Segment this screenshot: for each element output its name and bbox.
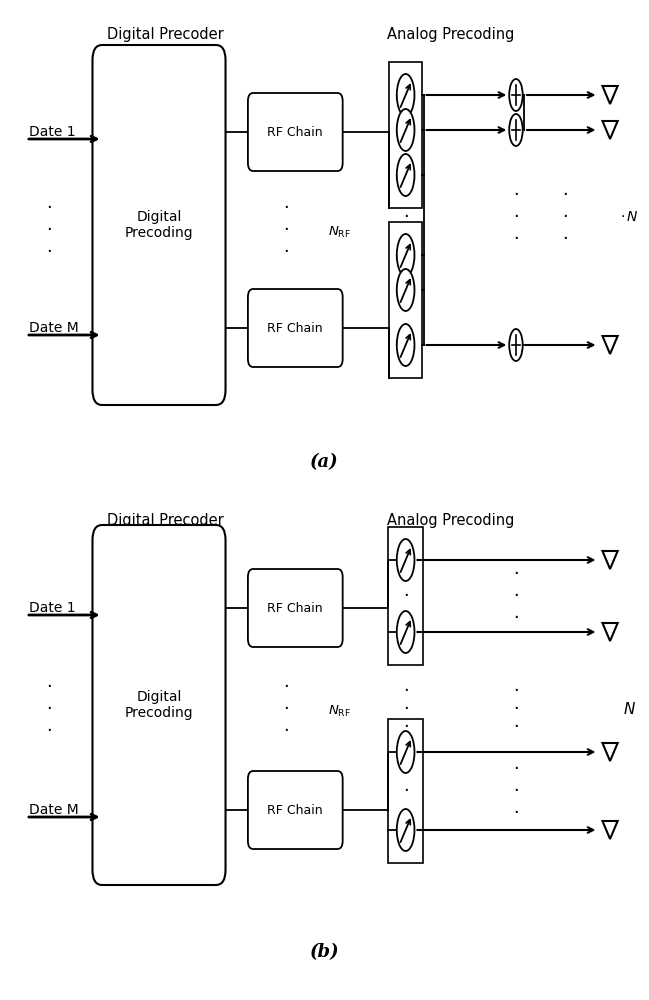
Bar: [388, 527, 423, 665]
Text: ·: ·: [513, 682, 519, 700]
Text: ·: ·: [283, 199, 288, 217]
Text: RF Chain: RF Chain: [267, 322, 323, 334]
Text: ·: ·: [283, 678, 288, 696]
Text: ·: ·: [513, 230, 519, 248]
Text: ·: ·: [46, 678, 51, 696]
Text: ·: ·: [403, 230, 408, 248]
Text: ·: ·: [403, 700, 408, 718]
Text: Digital Precoder: Digital Precoder: [107, 512, 224, 528]
Bar: [388, 719, 423, 863]
Ellipse shape: [509, 114, 522, 146]
Text: Digital
Precoding: Digital Precoding: [125, 210, 193, 240]
Text: RF Chain: RF Chain: [267, 804, 323, 816]
Text: ·: ·: [283, 700, 288, 718]
Text: RF Chain: RF Chain: [267, 601, 323, 614]
FancyBboxPatch shape: [93, 525, 226, 885]
Ellipse shape: [397, 731, 415, 773]
Text: ·: ·: [403, 760, 408, 778]
Text: (a): (a): [310, 453, 339, 471]
Text: $\cdot\, N$: $\cdot\, N$: [620, 210, 639, 224]
Text: ·: ·: [513, 565, 519, 583]
Ellipse shape: [397, 269, 415, 311]
Text: Digital Precoder: Digital Precoder: [107, 27, 224, 42]
FancyBboxPatch shape: [248, 93, 343, 171]
Text: ·: ·: [513, 782, 519, 800]
Text: $N$: $N$: [623, 701, 636, 717]
Text: ·: ·: [46, 199, 51, 217]
FancyBboxPatch shape: [93, 45, 226, 405]
Text: ·: ·: [403, 782, 408, 800]
Text: ·: ·: [283, 722, 288, 740]
Ellipse shape: [397, 539, 415, 581]
Text: ·: ·: [513, 208, 519, 226]
Text: ·: ·: [403, 804, 408, 822]
FancyBboxPatch shape: [248, 771, 343, 849]
Ellipse shape: [397, 154, 415, 196]
Ellipse shape: [509, 79, 522, 111]
Text: ·: ·: [403, 565, 408, 583]
Text: ·: ·: [513, 186, 519, 204]
Text: ·: ·: [283, 243, 288, 261]
Text: ·: ·: [403, 682, 408, 700]
Text: ·: ·: [46, 722, 51, 740]
Text: $N_{\rm RF}$: $N_{\rm RF}$: [328, 703, 351, 719]
Text: RF Chain: RF Chain: [267, 125, 323, 138]
Text: ·: ·: [562, 186, 567, 204]
Text: ·: ·: [513, 587, 519, 605]
Text: Date 1: Date 1: [29, 125, 76, 139]
Ellipse shape: [397, 234, 415, 276]
Text: Date 1: Date 1: [29, 601, 76, 615]
Text: ·: ·: [403, 208, 408, 226]
Text: ·: ·: [283, 221, 288, 239]
Text: ·: ·: [562, 230, 567, 248]
Text: ·: ·: [403, 186, 408, 204]
Text: $N_{\rm RF}$: $N_{\rm RF}$: [328, 224, 351, 240]
Text: ·: ·: [46, 243, 51, 261]
Text: Date M: Date M: [29, 321, 79, 335]
Ellipse shape: [397, 324, 415, 366]
Text: ·: ·: [403, 718, 408, 736]
Ellipse shape: [397, 109, 415, 151]
Text: (b): (b): [310, 943, 339, 961]
Text: ·: ·: [513, 700, 519, 718]
Text: Analog Precoding: Analog Precoding: [387, 27, 515, 42]
Text: Digital
Precoding: Digital Precoding: [125, 690, 193, 720]
Bar: [389, 222, 422, 378]
Ellipse shape: [397, 809, 415, 851]
Ellipse shape: [509, 329, 522, 361]
FancyBboxPatch shape: [248, 569, 343, 647]
Text: ·: ·: [513, 760, 519, 778]
Text: ·: ·: [46, 700, 51, 718]
Text: ·: ·: [513, 804, 519, 822]
Text: Analog Precoding: Analog Precoding: [387, 512, 515, 528]
Text: ·: ·: [513, 718, 519, 736]
Text: ·: ·: [562, 208, 567, 226]
Bar: [389, 62, 422, 208]
Text: Date M: Date M: [29, 803, 79, 817]
Text: ·: ·: [403, 587, 408, 605]
Ellipse shape: [397, 74, 415, 116]
Ellipse shape: [397, 611, 415, 653]
Text: ·: ·: [403, 609, 408, 627]
FancyBboxPatch shape: [248, 289, 343, 367]
Text: ·: ·: [513, 609, 519, 627]
Text: ·: ·: [46, 221, 51, 239]
